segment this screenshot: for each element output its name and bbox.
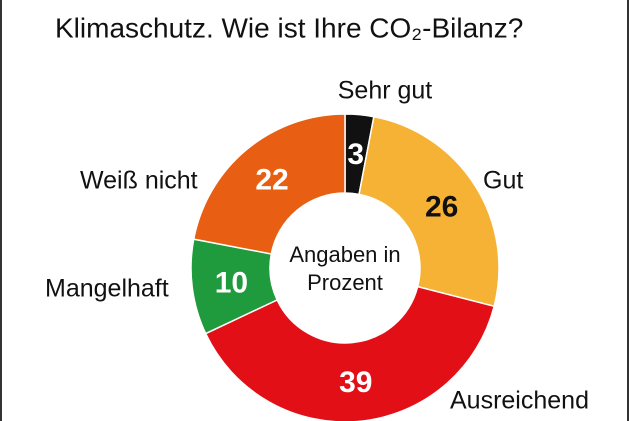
value-label: 39 [339, 366, 372, 399]
category-label: Ausreichend [450, 387, 589, 415]
category-label: Sehr gut [338, 77, 433, 105]
donut-slice [204, 285, 496, 421]
value-label: 26 [425, 191, 458, 224]
value-label: 22 [255, 164, 288, 197]
chart-title: Klimaschutz. Wie ist Ihre CO₂-Bilanz? [55, 12, 523, 43]
center-label: Angaben in [289, 242, 400, 267]
center-label: Prozent [307, 270, 383, 295]
value-label: 3 [347, 138, 364, 171]
donut-slice [192, 113, 346, 255]
category-label: Mangelhaft [45, 275, 169, 303]
category-label: Weiß nicht [80, 167, 198, 195]
donut-slice [358, 115, 500, 308]
category-label: Gut [483, 167, 523, 195]
value-label: 10 [215, 266, 248, 299]
